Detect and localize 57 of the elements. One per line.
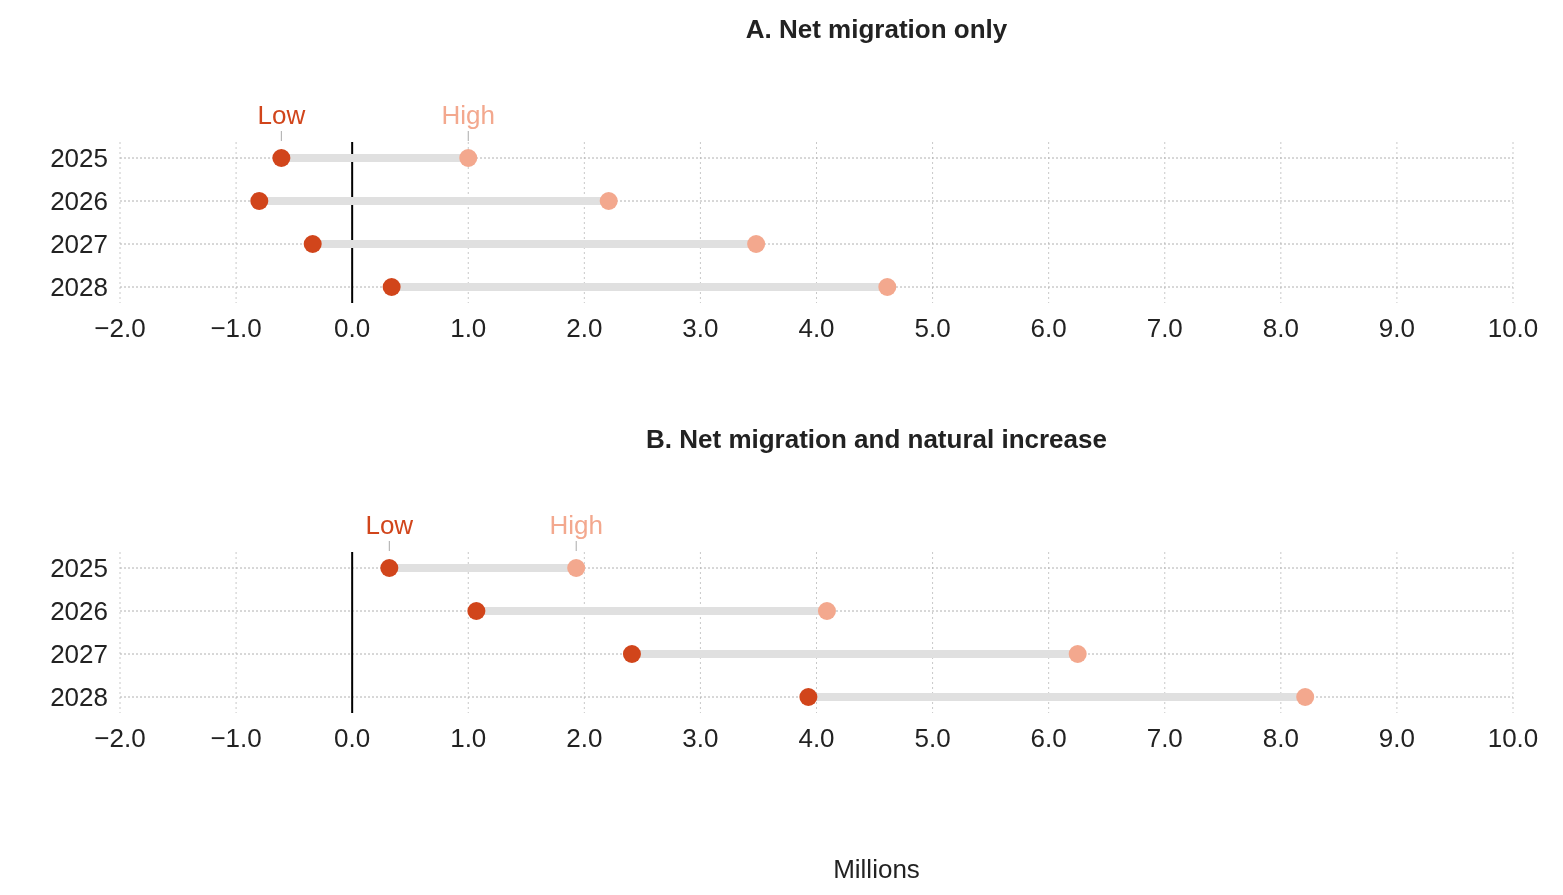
- point: [380, 559, 399, 577]
- x-tick-label: 4.0: [798, 723, 835, 753]
- y-tick-label: 2028: [50, 682, 108, 713]
- point: [459, 149, 478, 167]
- point: [799, 688, 818, 706]
- x-tick-label: −2.0: [94, 723, 146, 753]
- x-tick-label: 5.0: [914, 723, 951, 753]
- x-tick-label: 5.0: [914, 313, 951, 343]
- point: [567, 559, 586, 577]
- x-tick-label: 3.0: [682, 723, 719, 753]
- point: [1068, 645, 1087, 663]
- series-label: High: [549, 510, 603, 540]
- x-tick-label: 4.0: [798, 313, 835, 343]
- x-tick-label: 9.0: [1378, 313, 1415, 343]
- point: [272, 149, 291, 167]
- series-label: Low: [365, 510, 414, 540]
- point: [303, 235, 322, 253]
- y-tick-label: 2026: [50, 596, 108, 627]
- x-axis-title: Millions: [833, 854, 920, 884]
- chart-title: A. Net migration only: [745, 14, 1008, 44]
- y-tick-label: 2025: [50, 143, 108, 174]
- y-tick-label: 2027: [50, 229, 108, 260]
- x-tick-label: 0.0: [334, 313, 371, 343]
- series-label: Low: [257, 100, 306, 130]
- x-tick-label: 7.0: [1146, 723, 1183, 753]
- x-tick-label: −1.0: [210, 313, 262, 343]
- x-tick-label: −2.0: [94, 313, 146, 343]
- x-tick-label: 1.0: [450, 313, 487, 343]
- point: [1296, 688, 1315, 706]
- x-tick-label: 1.0: [450, 723, 487, 753]
- x-tick-label: 6.0: [1030, 723, 1067, 753]
- point: [599, 192, 618, 210]
- x-tick-label: 7.0: [1146, 313, 1183, 343]
- x-tick-label: 10.0: [1487, 723, 1539, 753]
- y-tick-label: 2026: [50, 186, 108, 217]
- x-tick-label: 8.0: [1262, 723, 1299, 753]
- x-tick-label: 6.0: [1030, 313, 1067, 343]
- x-tick-label: 0.0: [334, 723, 371, 753]
- x-tick-label: 8.0: [1262, 313, 1299, 343]
- point: [622, 645, 641, 663]
- y-tick-label: 2027: [50, 639, 108, 670]
- x-tick-label: 2.0: [566, 313, 603, 343]
- series-label: High: [441, 100, 495, 130]
- x-tick-label: 2.0: [566, 723, 603, 753]
- x-tick-label: −1.0: [210, 723, 262, 753]
- point: [467, 602, 486, 620]
- x-tick-label: 10.0: [1487, 313, 1539, 343]
- x-tick-label: 9.0: [1378, 723, 1415, 753]
- x-tick-label: 3.0: [682, 313, 719, 343]
- point: [817, 602, 836, 620]
- point: [747, 235, 766, 253]
- point: [382, 278, 401, 296]
- y-tick-label: 2028: [50, 272, 108, 303]
- point: [250, 192, 269, 210]
- point: [878, 278, 897, 296]
- chart-title: B. Net migration and natural increase: [646, 424, 1107, 454]
- y-tick-label: 2025: [50, 553, 108, 584]
